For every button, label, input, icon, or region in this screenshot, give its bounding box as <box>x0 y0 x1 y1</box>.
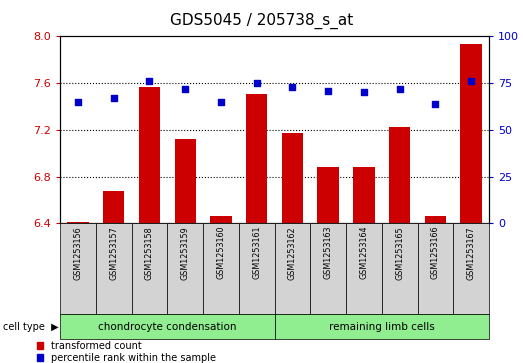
Point <box>324 87 333 93</box>
Text: GSM1253159: GSM1253159 <box>181 226 190 280</box>
Bar <box>460 45 482 223</box>
Text: GSM1253157: GSM1253157 <box>109 226 118 280</box>
Bar <box>67 222 89 223</box>
Text: GSM1253158: GSM1253158 <box>145 226 154 280</box>
Text: GSM1253167: GSM1253167 <box>467 226 475 280</box>
Point <box>360 90 368 95</box>
Text: remaining limb cells: remaining limb cells <box>329 322 435 332</box>
Bar <box>282 133 303 223</box>
Point <box>395 86 404 91</box>
Point <box>431 101 439 106</box>
Bar <box>103 191 124 223</box>
Text: cell type  ▶: cell type ▶ <box>3 322 58 332</box>
Point <box>110 95 118 101</box>
Bar <box>317 167 339 223</box>
Text: GDS5045 / 205738_s_at: GDS5045 / 205738_s_at <box>170 13 353 29</box>
Text: GSM1253165: GSM1253165 <box>395 226 404 280</box>
Bar <box>246 94 267 223</box>
Bar <box>210 216 232 223</box>
Bar <box>353 167 374 223</box>
Text: GSM1253161: GSM1253161 <box>252 226 261 280</box>
Point <box>253 80 261 86</box>
Text: chondrocyte condensation: chondrocyte condensation <box>98 322 236 332</box>
Point <box>288 84 297 90</box>
Text: GSM1253164: GSM1253164 <box>359 226 368 280</box>
Point <box>217 99 225 105</box>
Text: GSM1253162: GSM1253162 <box>288 226 297 280</box>
Point <box>145 78 154 84</box>
Bar <box>389 127 411 223</box>
Bar <box>425 216 446 223</box>
Point <box>467 78 475 84</box>
Point <box>74 99 82 105</box>
Bar <box>139 86 160 223</box>
Bar <box>175 139 196 223</box>
Text: GSM1253163: GSM1253163 <box>324 226 333 280</box>
Text: GSM1253156: GSM1253156 <box>74 226 83 280</box>
Point <box>181 86 189 91</box>
Text: GSM1253160: GSM1253160 <box>217 226 225 280</box>
Legend: transformed count, percentile rank within the sample: transformed count, percentile rank withi… <box>37 340 216 363</box>
Text: GSM1253166: GSM1253166 <box>431 226 440 280</box>
